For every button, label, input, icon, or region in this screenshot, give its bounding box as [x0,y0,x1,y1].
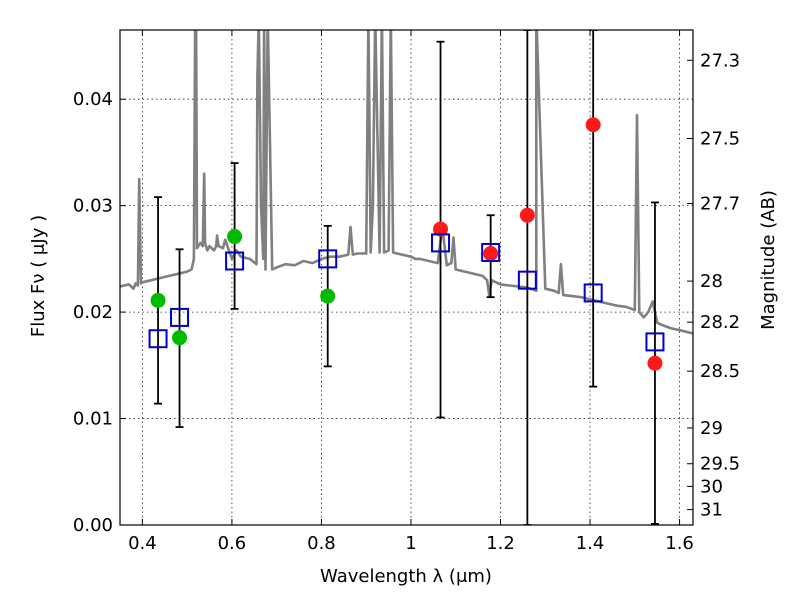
model-band-flux-marker [481,242,501,262]
x-tick-label: 1.4 [576,533,605,554]
y2-tick-label: 27.7 [700,194,740,215]
model-band-flux-marker [583,283,603,303]
y2-tick-label: 29 [700,418,723,439]
x-tick-label: 1.6 [665,533,694,554]
y2-tick-label: 28.2 [700,312,740,333]
model-band-flux-marker [318,249,338,269]
y2-tick-label: 27.5 [700,128,740,149]
model-band-flux-marker [645,332,665,352]
y-tick-label: 0.00 [73,515,113,536]
plot-frame [119,29,694,526]
model-band-flux-marker [170,307,190,327]
x-axis-label: Wavelength λ (μm) [320,566,492,587]
y-tick-label: 0.01 [73,409,113,430]
error-bar [589,30,598,388]
photometry-point [585,117,601,133]
grid [120,30,693,526]
axis-ticks: 0.4 0.6 0.8 1 1.2 1.4 1.6 0.00 0.01 0.02 0.03 0.04 2… [73,30,740,554]
x-tick-label: 1.2 [486,533,515,554]
x-tick-label: 0.4 [128,533,157,554]
photometry-point [433,221,449,237]
photometry-point [227,229,243,245]
photometry-point [320,288,336,304]
model-band-flux-marker [148,329,168,349]
plot-data [120,30,693,525]
y-tick-label: 0.02 [73,302,113,323]
photometry-point [483,246,499,262]
photometry-point [647,355,663,371]
model-band-flux-marker [225,251,245,271]
x-tick-label: 0.6 [218,533,247,554]
y2-tick-label: 28.5 [700,361,740,382]
model-band-flux-marker [431,233,451,253]
model-spectrum-line [120,30,693,335]
y2-tick-label: 28 [700,271,723,292]
x-tick-label: 1 [405,533,416,554]
y-axis-label: Flux Fν ( μJy ) [28,215,49,337]
y2-tick-label: 31 [700,500,723,521]
photometry-point [150,292,166,308]
y2-tick-label: 27.3 [700,50,740,71]
photometry-point [519,207,535,223]
photometry-point [172,330,188,346]
x-tick-label: 0.8 [307,533,336,554]
y-tick-label: 0.03 [73,196,113,217]
y-tick-label: 0.04 [73,89,113,110]
model-band-flux-marker [517,270,537,290]
y2-axis-label: Magnitude (AB) [758,190,779,330]
error-bar [523,30,532,525]
y2-tick-label: 30 [700,476,723,497]
y2-tick-label: 29.5 [700,454,740,475]
